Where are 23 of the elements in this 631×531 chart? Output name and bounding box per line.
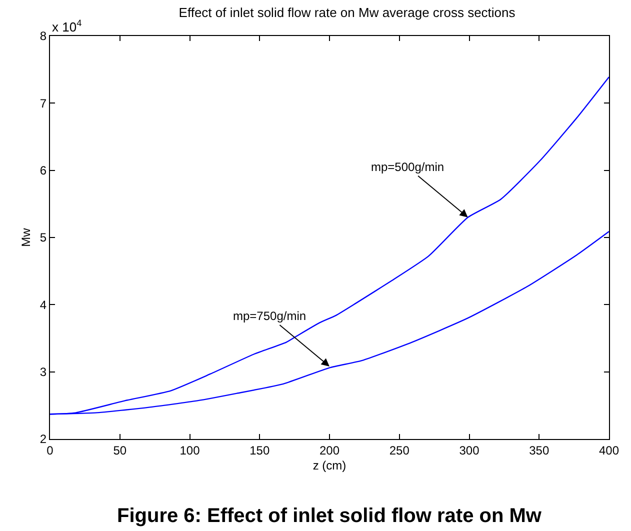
x-tick-label: 350 xyxy=(529,443,550,458)
chart-title: Effect of inlet solid flow rate on Mw average cross sections xyxy=(178,5,516,20)
caption: Figure 6: Effect of inlet solid flow rate on Mw xyxy=(117,505,542,527)
x-tick-label: 0 xyxy=(46,443,54,458)
y-tick-label: 3 xyxy=(40,365,47,380)
text: x 10$^{4}$ xyxy=(52,18,82,34)
x-tick-label: 50 xyxy=(113,443,127,458)
x-tick-label: 400 xyxy=(598,443,620,458)
y-tick-label: 6 xyxy=(40,164,47,178)
annotation: mp=500g/min xyxy=(371,160,444,174)
y-tick-label: 8 xyxy=(40,29,47,44)
y-tick-label: 4 xyxy=(40,298,47,312)
x-tick-label: 200 xyxy=(319,443,340,458)
y-tick-label: 5 xyxy=(40,230,47,245)
x-tick-label: 250 xyxy=(389,443,410,458)
x-tick-label: 100 xyxy=(180,443,200,458)
x-tick-label: 300 xyxy=(459,443,480,458)
y-axis-title: Mw xyxy=(19,228,34,247)
y-tick-label: 7 xyxy=(40,96,47,110)
x-tick-label: 150 xyxy=(250,443,270,458)
annotation: mp=750g/min xyxy=(233,309,306,323)
y-tick-label: 2 xyxy=(40,432,47,446)
x-axis-title: z (cm) xyxy=(312,458,346,472)
